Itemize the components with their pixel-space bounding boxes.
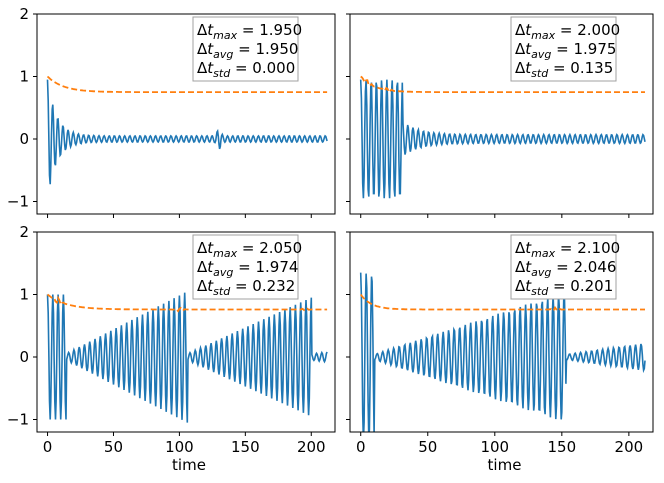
axes-frame [349,231,654,433]
annotation-frame [192,16,299,82]
envelope-line [46,293,328,313]
y-tick-label: 2 [19,5,29,23]
annotation-avg: Δtavg = 2.046 [515,258,616,279]
envelope-line [46,75,328,93]
x-tick-label: 150 [231,438,260,456]
x-tick-label: 0 [356,438,366,456]
annotation-std: Δtstd = 0.201 [515,277,613,298]
y-tick-label: 1 [19,286,29,304]
x-tick-label: 200 [615,438,644,456]
annotation-avg: Δtavg = 1.975 [515,40,616,61]
x-tick-label: 200 [297,438,326,456]
axes-frame [36,231,336,433]
annotation-std: Δtstd = 0.000 [197,59,295,80]
annotation-std: Δtstd = 0.135 [515,59,613,80]
annotation-max: Δtmax = 2.050 [197,239,302,260]
signal-line [46,292,328,423]
y-tick-label: −1 [7,411,29,429]
annotation-avg: Δtavg = 1.974 [197,258,298,279]
x-tick-label: 150 [548,438,577,456]
x-tick-label: 0 [43,438,53,456]
x-axis-label: time [488,456,522,474]
y-tick-label: 1 [19,68,29,86]
signal-line [46,79,328,185]
annotation-max: Δtmax = 2.100 [515,239,620,260]
y-tick-label: 0 [19,348,29,366]
envelope-line [359,293,645,312]
y-tick-label: 2 [19,223,29,241]
annotation-max: Δtmax = 2.000 [515,21,620,42]
panel-bottom-left: −1 0 1 2 0 50 100 150 200 time Δtmax = 2.050Δtavg … [7,223,336,474]
annotation-frame [192,234,299,300]
y-tick-label: −1 [7,193,29,211]
signal-line [359,79,646,199]
x-tick-label: 50 [104,438,123,456]
x-tick-label: 100 [480,438,509,456]
annotation-frame [510,16,617,82]
annotation-max: Δtmax = 1.950 [197,21,302,42]
x-axis-label: time [172,456,206,474]
annotation-std: Δtstd = 0.232 [197,277,295,298]
envelope-line [360,75,645,94]
annotation-frame [510,234,617,300]
x-tick-label: 50 [418,438,437,456]
y-tick-label: 0 [19,130,29,148]
axes-frame [36,13,336,215]
signal-line [359,272,646,432]
axes-frame [349,13,654,215]
annotation-avg: Δtavg = 1.950 [197,40,298,61]
x-tick-label: 100 [165,438,194,456]
